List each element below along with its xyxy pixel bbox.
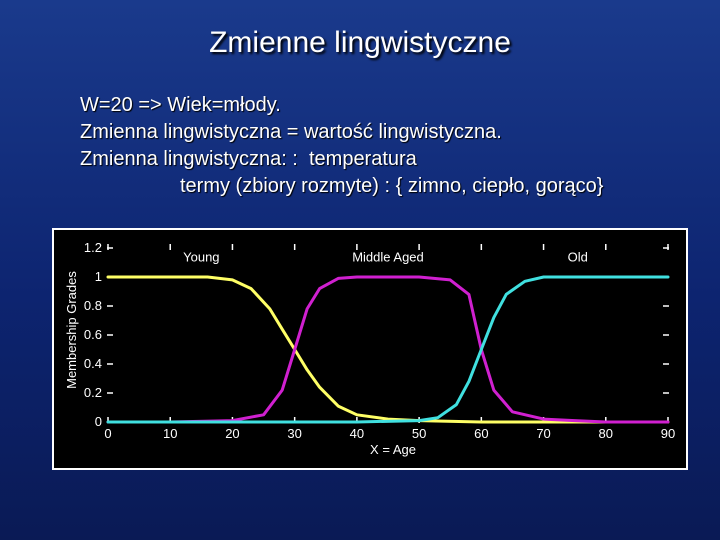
membership-chart: 0 10 20 30 40 50 60 70 80 90 0 0.2 0.4 0.6 0.8 1 1.2 X = … xyxy=(64,240,675,457)
body-line: Zmienna lingwistyczna = wartość lingwist… xyxy=(80,121,502,143)
series-line-middle-aged xyxy=(106,275,670,424)
x-tick-label: 0 xyxy=(104,426,111,441)
series-line-old xyxy=(106,275,670,424)
x-tick-label: 60 xyxy=(474,426,488,441)
chart-frame: 0 10 20 30 40 50 60 70 80 90 0 0.2 0.4 0.6 0.8 1 1.2 X = … xyxy=(52,228,688,470)
y-tick-label: 0.4 xyxy=(84,356,102,371)
series-label: Old xyxy=(568,250,588,265)
series-label: Young xyxy=(183,250,219,265)
y-axis-title: Membership Grades xyxy=(64,271,79,389)
x-tick-label: 90 xyxy=(661,426,675,441)
y-tick-label: 1.2 xyxy=(84,240,102,255)
x-tick-label: 80 xyxy=(599,426,613,441)
x-axis-title: X = Age xyxy=(370,442,416,457)
x-tick-label: 40 xyxy=(350,426,364,441)
body-line: W=20 => Wiek=młody. xyxy=(80,94,281,116)
x-tick-label: 30 xyxy=(287,426,301,441)
body-line: Zmienna lingwistyczna: : temperatura xyxy=(80,148,417,170)
x-tick-label: 50 xyxy=(412,426,426,441)
y-tick-label: 0.8 xyxy=(84,298,102,313)
x-tick-label: 20 xyxy=(225,426,239,441)
x-tick-label: 70 xyxy=(536,426,550,441)
slide-title: Zmienne lingwistyczne xyxy=(209,26,511,59)
series-label: Middle Aged xyxy=(352,250,424,265)
body-line: termy (zbiory rozmyte) : { zimno, ciepło… xyxy=(180,175,604,197)
y-tick-label: 0.6 xyxy=(84,327,102,342)
y-tick-label: 0 xyxy=(95,414,102,429)
x-tick-label: 10 xyxy=(163,426,177,441)
y-tick-label: 1 xyxy=(95,269,102,284)
slide-body: W=20 => Wiek=młody. Zmienna lingwistyczn… xyxy=(80,92,603,200)
y-tick-label: 0.2 xyxy=(84,385,102,400)
series-line-young xyxy=(106,275,670,424)
